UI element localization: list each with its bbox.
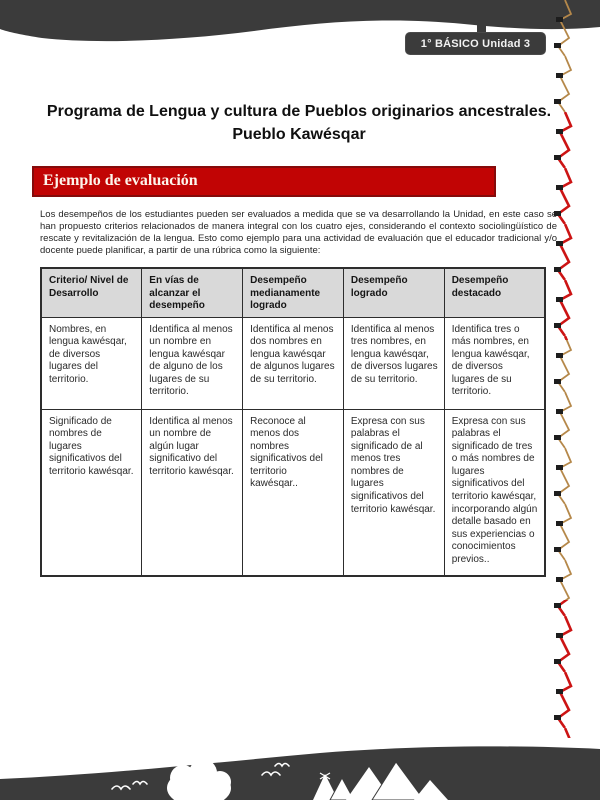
section-banner: Ejemplo de evaluación [32,166,496,197]
side-zigzag-decoration [549,0,585,738]
table-cell: Nombres, en lengua kawésqar, de diversos… [40,316,143,410]
column-header-medianamente: Desempeño medianamente logrado [242,267,344,318]
page-title-line2: Pueblo Kawésqar [232,126,366,143]
tree-icon [167,759,231,800]
footer-wave [0,746,600,800]
table-header-row: Criterio/ Nivel de Desarrollo En vías de… [40,267,546,318]
table-cell: Reconoce al menos dos nombres significat… [242,408,344,577]
page-title: Programa de Lengua y cultura de Pueblos … [20,100,578,146]
section-banner-label: Ejemplo de evaluación [43,172,198,189]
tent-icon [313,772,355,800]
table-cell: Expresa con sus palabras el significado … [342,408,445,577]
column-header-en-vias: En vías de alcanzar el desempeño [141,267,244,318]
bird-icon [111,762,290,791]
table-row: Significado de nombres de lugares signif… [40,408,546,577]
unit-badge: 1° BÁSICO Unidad 3 [405,32,546,55]
mountain-icon [346,761,448,800]
table-cell: Expresa con sus palabras el significado … [443,408,546,577]
intro-paragraph: Los desempeños de los estudiantes pueden… [40,209,557,256]
table-cell: Identifica al menos dos nombres en lengu… [242,316,344,410]
table-cell: Significado de nombres de lugares signif… [40,408,143,577]
column-header-logrado: Desempeño logrado [342,267,445,318]
table-cell: Identifica al menos tres nombres, en len… [342,316,445,410]
column-header-destacado: Desempeño destacado [443,267,546,318]
table-cell: Identifica al menos un nombre de algún l… [141,408,244,577]
column-header-criterio: Criterio/ Nivel de Desarrollo [40,267,143,318]
table-cell: Identifica tres o más nombres, en lengua… [443,316,546,410]
badge-stem [477,8,486,36]
table-row: Nombres, en lengua kawésqar, de diversos… [40,316,546,410]
page-title-line1: Programa de Lengua y cultura de Pueblos … [46,103,552,120]
table-cell: Identifica al menos un nombre en lengua … [141,316,244,410]
top-banner-wave [0,0,600,42]
rubric-table: Criterio/ Nivel de Desarrollo En vías de… [40,267,546,577]
